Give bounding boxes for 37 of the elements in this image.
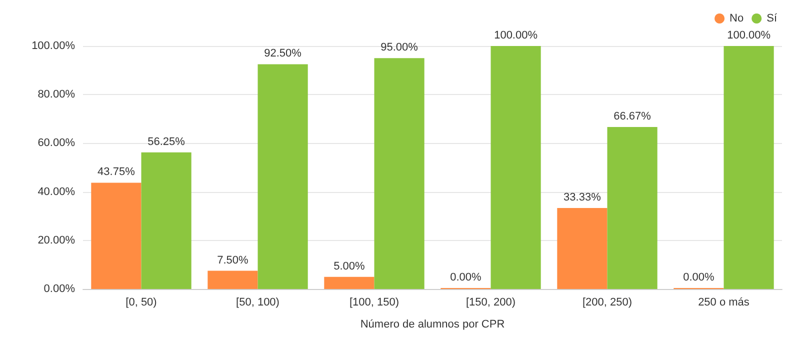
x-axis-title: Número de alumnos por CPR [360, 318, 505, 330]
y-tick-label: 0.00% [44, 283, 76, 295]
data-label: 43.75% [98, 166, 136, 178]
bar [324, 276, 374, 289]
legend-label: No [730, 12, 744, 24]
data-label: 66.67% [614, 110, 652, 122]
x-tick-label: [0, 50) [126, 296, 157, 308]
data-label: 0.00% [450, 272, 482, 284]
data-label: 33.33% [564, 192, 602, 204]
x-tick-label: [150, 200) [466, 296, 516, 308]
bar [208, 270, 258, 289]
x-tick-label: [50, 100) [236, 296, 280, 308]
data-label: 100.00% [727, 30, 771, 42]
data-label: 100.00% [494, 30, 538, 42]
data-label: 0.00% [683, 272, 715, 284]
bar [141, 152, 192, 289]
y-tick-label: 60.00% [38, 137, 76, 150]
data-label: 5.00% [334, 260, 366, 272]
y-tick-label: 100.00% [32, 40, 76, 52]
data-label: 92.50% [264, 48, 302, 60]
y-tick-label: 40.00% [38, 186, 76, 198]
bar [607, 126, 658, 289]
bar [374, 58, 424, 289]
y-tick-label: 80.00% [38, 88, 76, 101]
bar [724, 46, 774, 289]
bar [91, 182, 142, 289]
x-tick-label: [100, 150) [349, 296, 400, 308]
data-label: 7.50% [217, 254, 249, 266]
legend-label: Sí [766, 12, 778, 24]
bar [557, 208, 608, 289]
data-label: 56.25% [148, 136, 186, 148]
bar [490, 46, 541, 289]
x-tick-label: 250 o más [698, 296, 750, 308]
x-tick-label: [200, 250) [582, 296, 632, 308]
y-tick-label: 20.00% [38, 234, 76, 246]
data-label: 95.00% [380, 42, 418, 54]
bar [258, 64, 308, 289]
